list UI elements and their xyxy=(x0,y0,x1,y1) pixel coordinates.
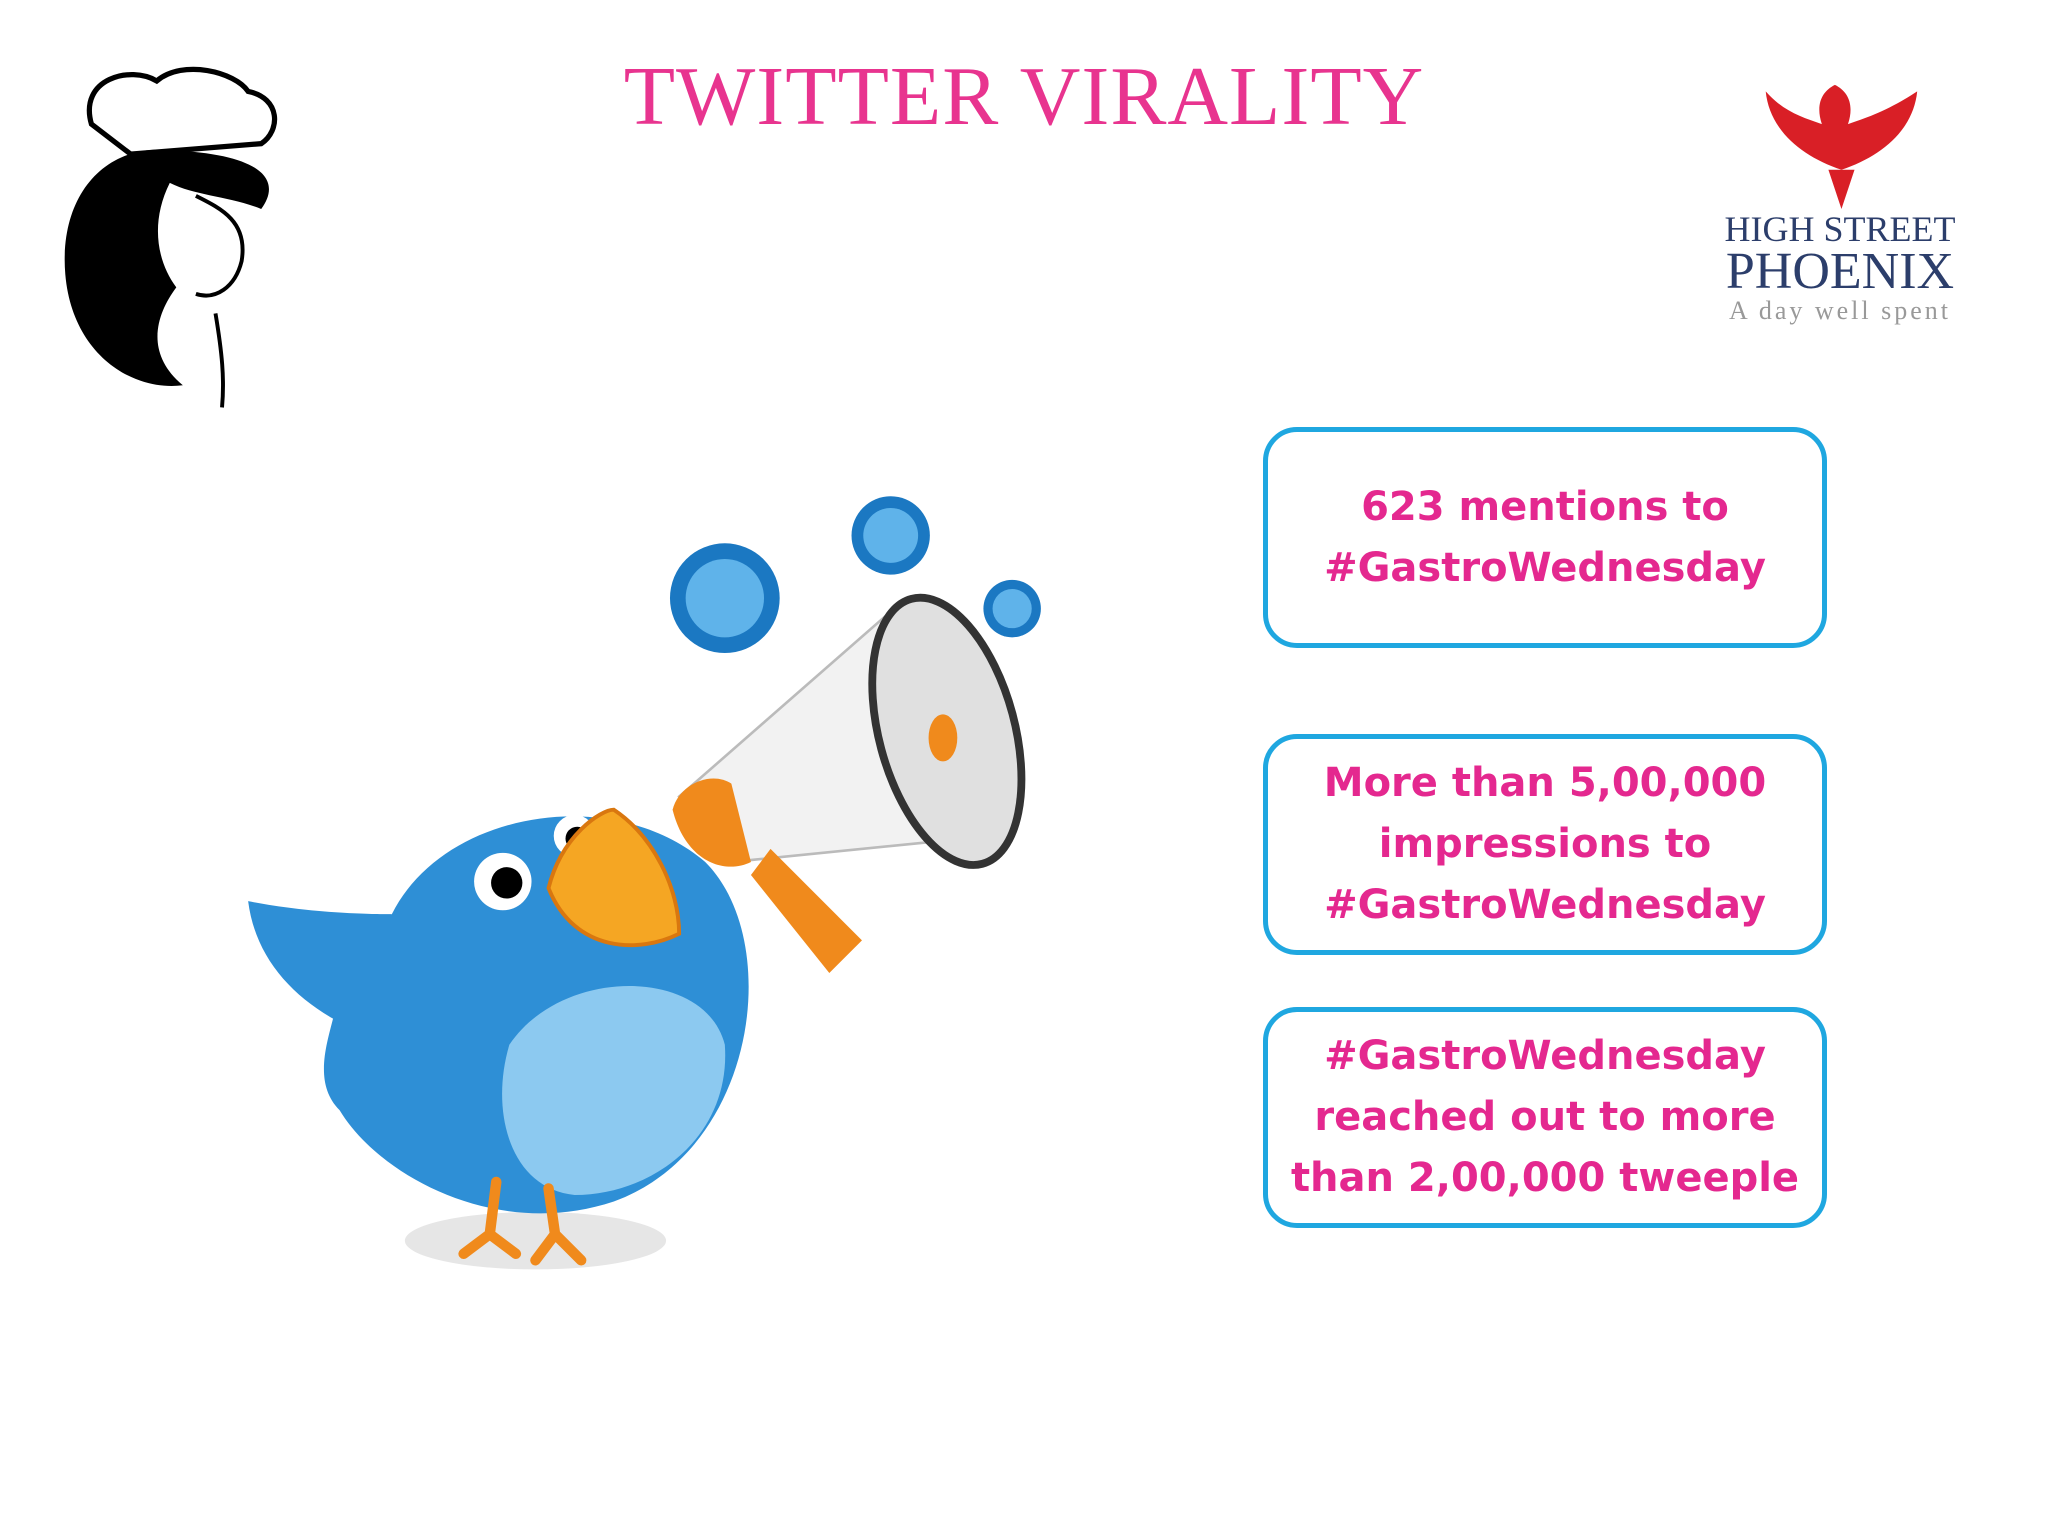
stat-text: than 2,00,000 tweeple xyxy=(1290,1155,1800,1201)
stat-box: #GastroWednesday reached out to more than … xyxy=(1263,1007,1827,1228)
megaphone xyxy=(672,593,1026,973)
stat-text: #GastroWednesday xyxy=(1324,882,1766,928)
stat-text: More than 5,00,000 xyxy=(1323,760,1767,806)
stat-text: #GastroWednesday xyxy=(1324,1033,1766,1079)
logo-tagline: A day well spent xyxy=(1728,296,1952,325)
logo-line2: PHOENIX xyxy=(1725,243,1955,300)
stat-text: 623 mentions to xyxy=(1361,483,1729,530)
stat-box: 623 mentions to #GastroWednesday xyxy=(1263,427,1827,648)
bird xyxy=(248,807,749,1266)
phoenix-emblem xyxy=(1765,84,1918,209)
twitter-icons xyxy=(669,496,1041,653)
stat-text: impressions to xyxy=(1378,821,1712,867)
stat-text: #GastroWednesday xyxy=(1324,544,1766,591)
title: TWITTER VIRALITY xyxy=(623,50,1425,143)
stat-text: reached out to more xyxy=(1314,1094,1776,1140)
logo-line1: HIGH STREET xyxy=(1724,209,1956,249)
chef-logo xyxy=(64,66,278,408)
stat-box: More than 5,00,000 impressions to #GastroW… xyxy=(1263,734,1827,955)
